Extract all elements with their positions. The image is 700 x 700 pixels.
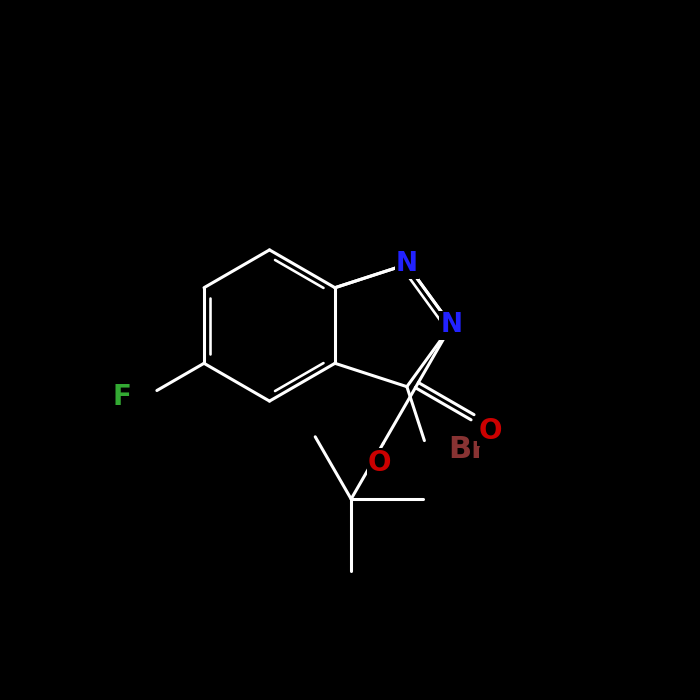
Text: O: O <box>368 449 391 477</box>
Text: F: F <box>112 384 131 412</box>
Text: Br: Br <box>449 435 486 464</box>
Text: O: O <box>479 417 502 445</box>
Text: N: N <box>440 312 462 339</box>
Text: N: N <box>396 251 418 277</box>
